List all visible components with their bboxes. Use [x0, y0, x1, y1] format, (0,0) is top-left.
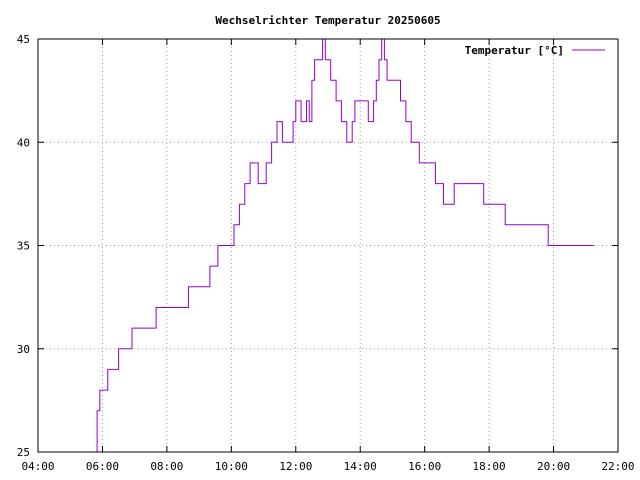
x-tick-label: 16:00: [408, 460, 441, 473]
x-tick-label: 22:00: [601, 460, 634, 473]
y-axis-ticks: 25 30 35 40 45: [17, 33, 618, 459]
legend: Temperatur [°C]: [465, 44, 605, 57]
x-tick-label: 06:00: [86, 460, 119, 473]
y-tick-label: 25: [17, 446, 30, 459]
x-axis-ticks: 04:00 06:00 08:00 10:00 12:00 14:00 16:00 18:00…: [21, 39, 635, 473]
x-tick-label: 12:00: [279, 460, 312, 473]
y-tick-label: 30: [17, 343, 30, 356]
legend-label: Temperatur [°C]: [465, 44, 564, 57]
x-tick-label: 20:00: [537, 460, 570, 473]
y-tick-label: 35: [17, 240, 30, 253]
series-layer: [94, 38, 594, 453]
x-tick-label: 10:00: [215, 460, 248, 473]
y-tick-label: 40: [17, 136, 30, 149]
plot-border: [37, 38, 619, 453]
series-line: [94, 38, 594, 453]
x-tick-label: 14:00: [344, 460, 377, 473]
x-tick-label: 04:00: [21, 460, 54, 473]
y-tick-label: 45: [17, 33, 30, 46]
x-tick-label: 08:00: [150, 460, 183, 473]
x-tick-label: 18:00: [473, 460, 506, 473]
chart-title: Wechselrichter Temperatur 20250605: [215, 14, 440, 27]
